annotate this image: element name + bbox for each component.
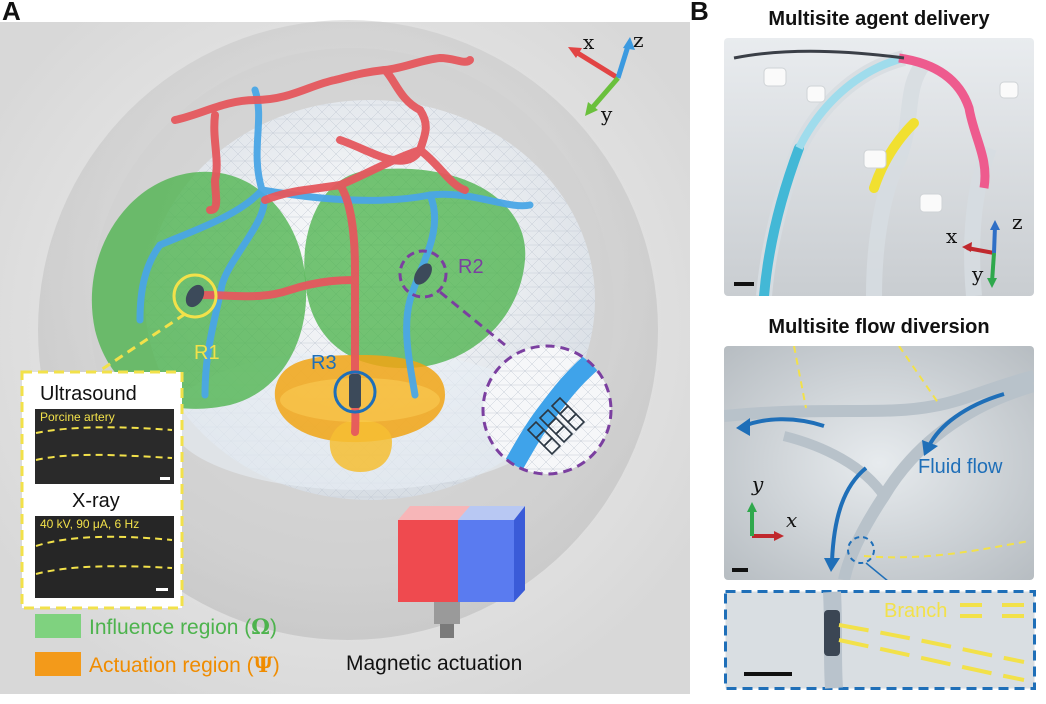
ultrasound-image xyxy=(35,409,174,484)
branch-label: Branch xyxy=(884,600,948,622)
legend-influence-close: ) xyxy=(269,616,277,639)
axis-label-x: x xyxy=(583,30,595,54)
r3-circle xyxy=(333,370,377,414)
legend-influence: Influence region (Ω) xyxy=(89,614,277,640)
xray-title: X-ray xyxy=(72,490,120,512)
legend-influence-symbol: Ω xyxy=(251,614,270,639)
influence-swatch xyxy=(35,614,81,638)
legend-actuation: Actuation region (Ψ) xyxy=(89,652,280,678)
r1-circle xyxy=(172,273,218,319)
r1-callout-line xyxy=(94,312,186,376)
legend-actuation-text: Actuation region ( xyxy=(89,654,254,677)
legend-actuation-close: ) xyxy=(272,654,280,677)
bottom-axis-y: y xyxy=(752,472,764,496)
magnet xyxy=(398,506,525,638)
actuation-region-lower xyxy=(329,420,392,472)
panel-b-bottom-title: Multisite flow diversion xyxy=(768,316,990,338)
legend-actuation-symbol: Ψ xyxy=(253,652,273,677)
flow-diversion-photo xyxy=(724,346,1034,580)
xray-image xyxy=(35,516,174,598)
stent-r3 xyxy=(349,374,361,408)
stent-r2 xyxy=(414,263,432,285)
legend-influence-text: Influence region ( xyxy=(89,616,252,639)
panel-b-top-title: Multisite agent delivery xyxy=(768,8,990,30)
top-axis-y: y xyxy=(972,262,984,286)
bottom-axis-x: x xyxy=(786,508,798,532)
panel-b-letter: B xyxy=(690,0,709,26)
magnified-stent xyxy=(526,396,586,456)
stent-r1 xyxy=(185,284,205,308)
blue-vessels xyxy=(136,86,534,399)
xray-caption: 40 kV, 90 μA, 6 Hz xyxy=(40,517,140,531)
axis-label-y: y xyxy=(601,102,613,126)
top-axis-z: z xyxy=(1012,210,1023,234)
magnified-view-border xyxy=(481,344,613,476)
fluid-flow-label: Fluid flow xyxy=(918,456,1003,478)
r2-circle xyxy=(398,249,448,299)
region-label-r3: R3 xyxy=(311,352,337,374)
region-label-r2: R2 xyxy=(458,256,484,278)
branch-zoom-inset xyxy=(724,590,1036,690)
ultrasound-caption: Porcine artery xyxy=(40,410,115,424)
actuation-swatch xyxy=(35,652,81,676)
top-axis-x: x xyxy=(946,224,958,248)
panel-a-illustration xyxy=(0,20,690,704)
agent-delivery-photo xyxy=(724,38,1034,296)
region-label-r1: R1 xyxy=(194,342,220,364)
influence-region-right xyxy=(304,168,526,369)
panel-a-axis-triad xyxy=(568,37,635,116)
legend-magnet: Magnetic actuation xyxy=(346,652,523,675)
ultrasound-title: Ultrasound xyxy=(40,383,137,405)
axis-label-z: z xyxy=(633,28,644,52)
panel-a-letter: A xyxy=(2,0,21,26)
